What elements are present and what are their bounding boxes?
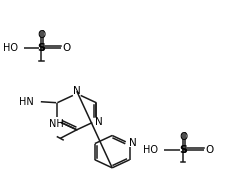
Text: N: N — [73, 86, 81, 96]
Text: O: O — [179, 132, 187, 142]
Text: S: S — [179, 145, 187, 155]
Text: N: N — [95, 117, 103, 127]
Text: O: O — [62, 43, 71, 53]
Text: NH: NH — [49, 119, 63, 129]
Text: HO: HO — [144, 145, 159, 155]
Text: HO: HO — [3, 43, 18, 53]
Text: N: N — [128, 138, 136, 148]
Text: HN: HN — [19, 97, 34, 107]
Text: S: S — [37, 43, 45, 53]
Text: O: O — [205, 145, 214, 155]
Text: O: O — [37, 30, 45, 41]
